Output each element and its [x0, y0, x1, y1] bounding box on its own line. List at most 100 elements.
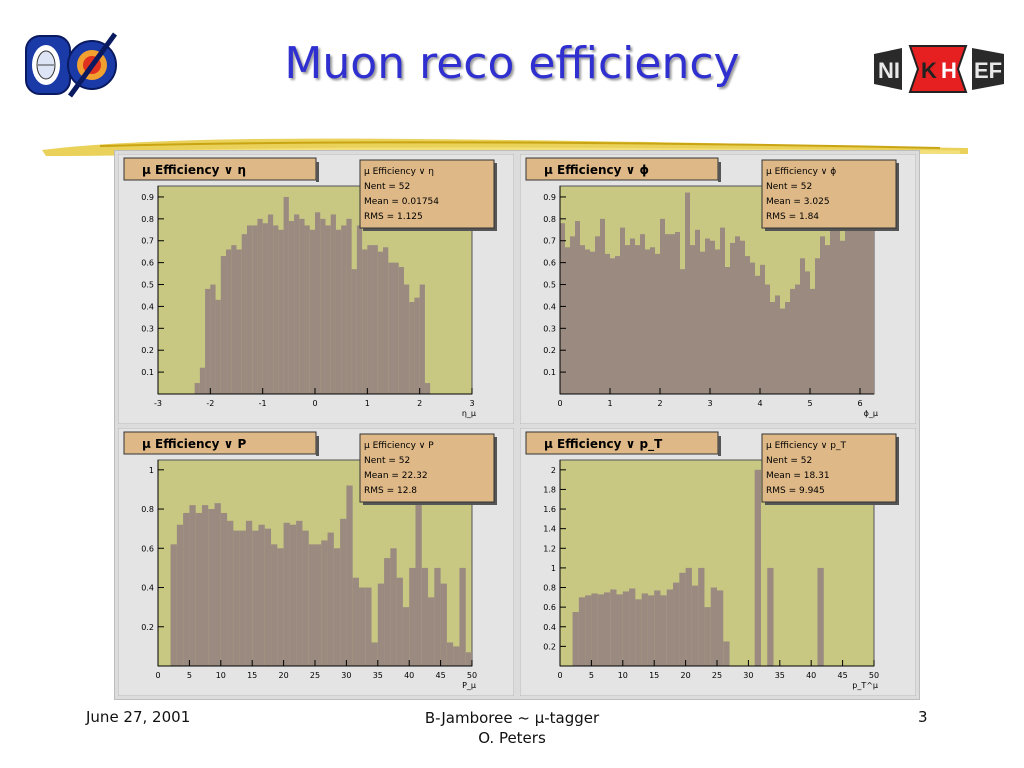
histogram-bar	[388, 262, 394, 394]
histogram-bar	[660, 595, 667, 666]
slide-title: Muon reco efficiency	[284, 38, 740, 89]
histogram-bar	[630, 238, 635, 394]
histogram-bar	[635, 599, 642, 666]
y-tick-label: 0.1	[543, 368, 556, 377]
histogram-bar	[271, 544, 278, 666]
y-tick-label: 2	[551, 466, 556, 475]
y-tick-label: 0.8	[141, 505, 154, 514]
histogram-bar	[245, 520, 253, 666]
histogram-title: μ Efficiency ∨ P	[142, 437, 247, 451]
histogram-bar	[720, 227, 725, 394]
nikhef-logo: NI K H EF	[874, 45, 1004, 93]
histogram-bar	[790, 288, 795, 394]
histogram-bar	[210, 284, 216, 394]
histogram-bar	[241, 234, 247, 394]
histogram-bar	[603, 592, 611, 666]
histogram-bar	[770, 302, 775, 394]
histogram-bar	[710, 587, 717, 666]
x-tick-label: 45	[838, 671, 848, 680]
x-tick-label: 6	[857, 399, 862, 408]
histogram-bar	[560, 223, 565, 394]
y-tick-label: 0.2	[543, 642, 556, 651]
histogram-bar	[578, 597, 586, 666]
page-number: 3	[918, 708, 928, 726]
histogram-bar	[865, 201, 870, 394]
histogram-bar	[195, 512, 202, 666]
stats-entries: Nent = 52	[364, 182, 410, 192]
histogram-bar	[273, 225, 279, 394]
x-tick-label: 4	[757, 399, 762, 408]
histogram-bar	[428, 597, 435, 666]
histogram-bar	[189, 505, 196, 666]
histogram-bar	[459, 567, 466, 666]
histogram-bar	[231, 245, 237, 394]
y-tick-label: 0.4	[543, 302, 556, 311]
histogram-bar	[233, 530, 240, 666]
histogram-bar	[800, 258, 805, 394]
y-tick-label: 1	[551, 564, 556, 573]
histogram-bar	[691, 585, 699, 666]
stats-mean: Mean = 18.31	[766, 471, 830, 481]
x-axis-label: ϕ_μ	[864, 409, 878, 418]
y-tick-label: 0.5	[543, 281, 556, 290]
y-tick-label: 0.9	[141, 193, 154, 202]
stats-rms: RMS = 9.945	[766, 486, 825, 496]
histogram-bar	[830, 207, 835, 394]
histogram-bar	[805, 271, 810, 394]
histogram-bar	[695, 229, 700, 394]
histogram-bar	[870, 207, 874, 394]
histogram-bar	[810, 288, 815, 394]
histogram-bar	[227, 520, 234, 666]
y-tick-label: 0.9	[543, 193, 556, 202]
stats-title: μ Efficiency ∨ P	[364, 441, 434, 451]
svg-text:K: K	[921, 58, 937, 83]
histogram-bar	[409, 302, 415, 394]
svg-text:EF: EF	[974, 58, 1002, 83]
histogram-bar	[289, 524, 297, 666]
y-tick-label: 0.1	[141, 368, 154, 377]
histogram-bar	[641, 593, 648, 666]
histogram-bar	[453, 646, 460, 666]
x-tick-label: 30	[341, 671, 351, 680]
y-tick-label: 0.8	[141, 215, 154, 224]
histogram-bar	[246, 225, 253, 394]
x-tick-label: 50	[869, 671, 879, 680]
histogram-bar	[840, 240, 845, 394]
histogram-bar	[645, 249, 650, 394]
histogram-bar	[393, 262, 399, 394]
footer-author: O. Peters	[478, 729, 546, 747]
histogram-bar	[283, 196, 289, 394]
histogram-bar	[620, 227, 625, 394]
x-axis-label: p_T^μ	[852, 681, 878, 690]
histogram-bar	[717, 590, 724, 666]
histogram-bar	[446, 642, 454, 666]
y-tick-label: 0.3	[141, 324, 154, 333]
x-tick-label: 3	[707, 399, 712, 408]
y-tick-label: 0.3	[543, 324, 556, 333]
histogram-bar	[590, 251, 595, 394]
histogram-bar	[367, 245, 373, 394]
y-tick-label: 0.2	[543, 346, 556, 355]
histogram-bar	[176, 524, 184, 666]
histogram-bar	[622, 591, 630, 666]
histogram-bar	[680, 269, 685, 394]
x-tick-label: 2	[657, 399, 662, 408]
histogram-bar	[705, 238, 710, 394]
histogram-bar	[572, 612, 579, 666]
footer-event: B-Jamboree ~ μ-tagger	[424, 709, 600, 727]
histogram-bar	[570, 236, 575, 394]
x-tick-label: -3	[154, 399, 162, 408]
title-box-shadow	[718, 436, 721, 456]
histogram-bar	[419, 284, 425, 394]
histogram-bar	[351, 269, 357, 394]
x-tick-label: 2	[417, 399, 422, 408]
stats-title: μ Efficiency ∨ η	[364, 167, 434, 177]
histogram-bar	[835, 223, 840, 394]
histogram-bar	[356, 225, 363, 394]
stats-rms: RMS = 12.8	[364, 486, 417, 496]
histogram-bar	[635, 245, 640, 394]
histogram-bar	[665, 234, 670, 394]
x-tick-label: 3	[469, 399, 474, 408]
x-tick-label: 10	[618, 671, 628, 680]
histogram-bar	[325, 225, 331, 394]
